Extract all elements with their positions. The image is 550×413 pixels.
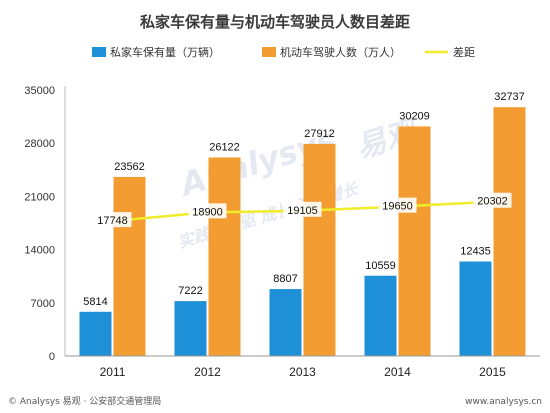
legend: 私家车保有量（万辆） 机动车驾驶人数（万人） 差距	[92, 45, 475, 59]
bar-drivers-2012	[208, 157, 241, 356]
data-label-drivers-2014: 30209	[399, 110, 430, 122]
data-label-bg-gap-2014	[378, 197, 417, 213]
bar-private-cars-2013	[269, 289, 302, 356]
x-tick-label-2013: 2013	[289, 365, 316, 379]
data-label-gap-2011: 17748	[97, 215, 128, 227]
data-label-gap-2012: 18900	[192, 206, 223, 218]
data-label-drivers-2015: 32737	[494, 91, 525, 103]
bar-drivers-2015	[493, 107, 526, 357]
legend-label-drivers: 机动车驾驶人数（万人）	[280, 45, 401, 59]
bar-private-cars-2011	[79, 311, 112, 356]
data-label-private-cars-2014: 10559	[365, 260, 396, 272]
data-label-bg-gap-2011	[93, 212, 132, 228]
data-label-gap-2014: 19650	[382, 201, 413, 213]
x-tick-label-2012: 2012	[194, 365, 221, 379]
bar-private-cars-2012	[174, 301, 207, 356]
footer-url: www.analysys.cn	[465, 397, 542, 407]
data-label-private-cars-2012: 7222	[178, 285, 202, 297]
data-label-bg-gap-2013	[283, 201, 322, 217]
data-label-bg-gap-2015	[473, 192, 512, 208]
y-tick-label-28000: 28000	[24, 138, 55, 150]
data-label-bg-gap-2012	[188, 203, 227, 219]
y-tick-label-14000: 14000	[24, 245, 55, 257]
x-axis: 2011 2012 2013 2014 2015	[65, 355, 540, 379]
data-label-drivers-2011: 23562	[114, 161, 145, 173]
legend-label-gap: 差距	[453, 45, 475, 59]
data-label-private-cars-2013: 8807	[273, 273, 297, 285]
data-label-gap-2015: 20302	[477, 196, 508, 208]
x-tick-label-2015: 2015	[479, 365, 506, 379]
footer-source: © Analysys 易观 · 公安部交通管理局	[8, 395, 161, 407]
legend-label-private-cars: 私家车保有量（万辆）	[110, 45, 220, 59]
gap-line-group: 17748 18900 19105 19650 20302	[93, 192, 512, 228]
data-label-private-cars-2011: 5814	[83, 296, 107, 308]
legend-swatch-private-cars	[92, 47, 106, 57]
y-tick-label-35000: 35000	[24, 85, 55, 97]
y-axis: 0 7000 14000 21000 28000 35000	[24, 85, 66, 363]
x-tick-label-2014: 2014	[384, 365, 411, 379]
bar-drivers-2013	[303, 143, 336, 356]
y-tick-label-0: 0	[49, 351, 55, 363]
bar-drivers-2011	[113, 176, 146, 356]
y-tick-label-21000: 21000	[24, 191, 55, 203]
data-label-private-cars-2015: 12435	[460, 245, 491, 257]
x-tick-label-2011: 2011	[100, 365, 126, 379]
legend-swatch-drivers	[262, 47, 276, 57]
bar-private-cars-2015	[459, 261, 492, 356]
data-label-gap-2013: 19105	[287, 205, 318, 217]
bars	[79, 107, 526, 357]
bar-private-cars-2014	[364, 275, 397, 356]
data-label-drivers-2012: 26122	[209, 141, 240, 153]
chart-title: 私家车保有量与机动车驾驶员人数目差距	[139, 13, 410, 31]
y-tick-label-7000: 7000	[31, 298, 55, 310]
data-label-drivers-2013: 27912	[304, 128, 335, 140]
data-labels: 5814 23562 7222 26122 8807 27912 10559 30209 124…	[83, 91, 525, 308]
bar-drivers-2014	[398, 126, 431, 357]
